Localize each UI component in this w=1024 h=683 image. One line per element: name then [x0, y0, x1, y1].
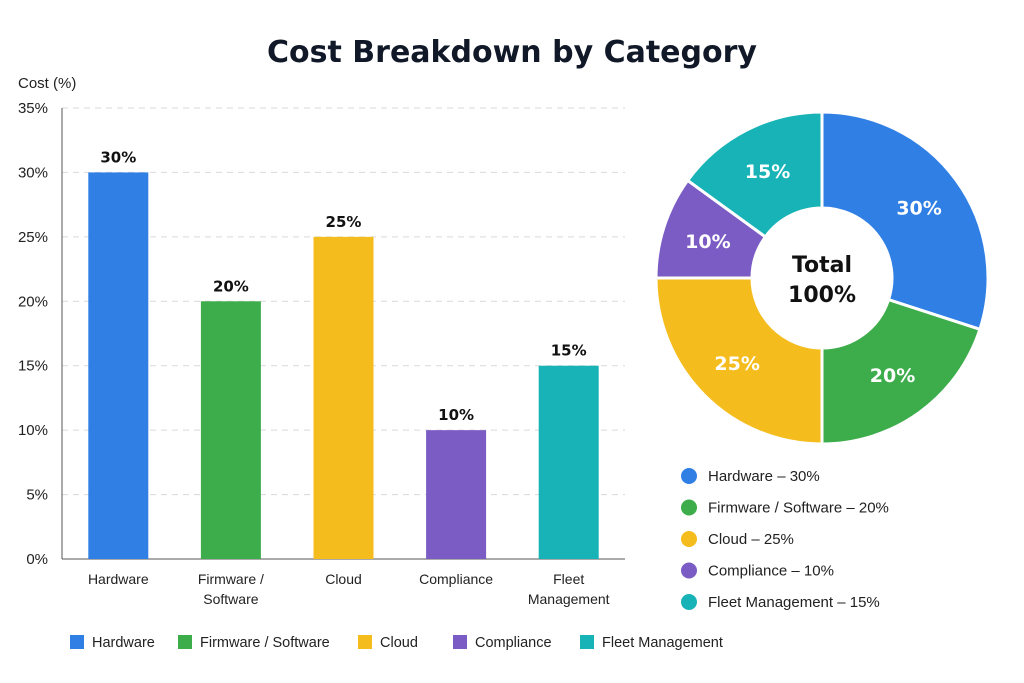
y-axis-label: Cost (%): [18, 75, 76, 92]
y-tick-label: 15%: [18, 358, 48, 375]
legend-label: Compliance: [475, 635, 552, 651]
y-tick-label: 10%: [18, 422, 48, 439]
chart-title: Cost Breakdown by Category: [267, 35, 757, 70]
donut-chart: 30% 20% 25% 10% 15% Total 100%: [654, 110, 990, 446]
bar-data-label: 20%: [213, 277, 249, 295]
bar-data-label: 10%: [438, 406, 474, 424]
bar-chart: 0% 5% 10% 15% 20% 25% 30% 35% 30% Hardware 20% Firm…: [18, 100, 625, 607]
bar-compliance: [426, 430, 487, 559]
legend-swatch: [358, 635, 372, 649]
legend-swatch: [681, 468, 697, 484]
legend-label: Cloud – 25%: [708, 531, 794, 548]
bar-firmware-software: [200, 301, 261, 559]
legend-label: Hardware: [92, 635, 155, 651]
donut-slice-firmware-software: [820, 297, 982, 446]
legend-label: Fleet Management: [602, 635, 723, 651]
legend-swatch: [681, 531, 697, 547]
bar-data-label: 15%: [551, 342, 587, 360]
legend-swatch: [178, 635, 192, 649]
legend-label: Compliance – 10%: [708, 563, 834, 580]
bar-hardware: [88, 172, 149, 559]
y-tick-label: 20%: [18, 293, 48, 310]
y-tick-label: 35%: [18, 100, 48, 117]
y-tick-label: 5%: [26, 487, 48, 504]
donut-slice-fleet-management: [685, 110, 824, 239]
legend-swatch: [580, 635, 594, 649]
legend-swatch: [681, 499, 697, 516]
x-tick-label: Cloud: [325, 571, 362, 587]
slice-label: 25%: [714, 353, 759, 375]
donut-center-label: Total: [792, 253, 852, 278]
y-tick-label: 30%: [18, 164, 48, 181]
bar-data-label: 25%: [326, 213, 362, 231]
legend-swatch: [70, 635, 84, 649]
donut-slice-cloud: [654, 276, 824, 446]
x-tick-label: Compliance: [419, 571, 493, 587]
legend-label: Cloud: [380, 635, 418, 651]
bar-data-label: 30%: [100, 148, 136, 166]
slice-label: 20%: [870, 365, 915, 387]
legend-swatch: [681, 594, 697, 610]
x-tick-label: Hardware: [88, 571, 149, 587]
donut-center-value: 100%: [788, 283, 856, 308]
slice-label: 10%: [685, 231, 730, 253]
legend-swatch: [681, 562, 697, 579]
bar-fleet-management: [538, 365, 599, 559]
x-tick-label: Fleet: [553, 571, 584, 587]
y-tick-label: 0%: [26, 551, 48, 568]
donut-legend: Hardware – 30% Firmware / Software – 20% C…: [681, 468, 889, 611]
x-tick-label: Firmware /: [198, 571, 264, 587]
legend-label: Firmware / Software: [200, 635, 330, 651]
x-tick-label: Management: [528, 591, 610, 607]
slice-label: 15%: [745, 161, 790, 183]
legend-label: Fleet Management – 15%: [708, 594, 880, 611]
bar-cloud: [313, 236, 374, 559]
donut-slice-hardware: [820, 110, 990, 332]
bottom-legend: Hardware Firmware / Software Cloud Complian…: [70, 635, 723, 651]
legend-swatch: [453, 635, 467, 649]
legend-label: Firmware / Software – 20%: [708, 500, 889, 517]
slice-label: 30%: [896, 197, 941, 219]
x-tick-label: Software: [203, 591, 258, 607]
legend-label: Hardware – 30%: [708, 468, 820, 485]
y-tick-label: 25%: [18, 229, 48, 246]
